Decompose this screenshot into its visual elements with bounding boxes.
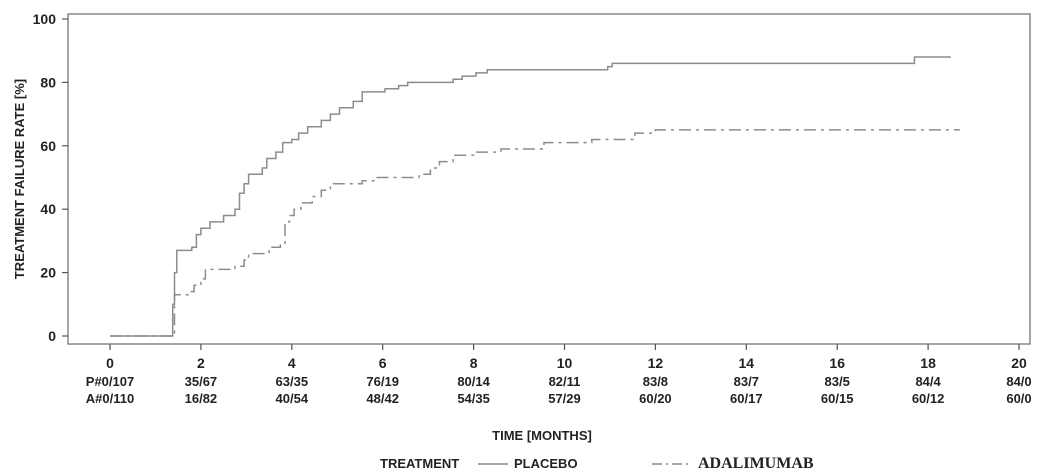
y-axis-ticks: 0 20 40 60 80 100 bbox=[33, 11, 68, 344]
legend-title: TREATMENT bbox=[380, 456, 459, 471]
y-axis-title: TREATMENT FAILURE RATE [%] bbox=[12, 79, 27, 279]
x-tick-label: 10 bbox=[557, 355, 573, 371]
x-axis-title: TIME [MONTHS] bbox=[492, 428, 592, 443]
legend: TREATMENT PLACEBO ADALIMUMAB bbox=[380, 455, 814, 472]
y-tick-label: 100 bbox=[33, 11, 57, 27]
series-layer bbox=[110, 56, 960, 337]
y-tick-label: 80 bbox=[40, 74, 56, 90]
risk-cell: 48/42 bbox=[366, 391, 399, 406]
risk-cell: 57/29 bbox=[548, 391, 581, 406]
risk-cell: 82/11 bbox=[549, 374, 581, 389]
y-tick-label: 20 bbox=[40, 265, 56, 281]
x-tick-label: 8 bbox=[470, 355, 478, 371]
x-tick-label: 6 bbox=[379, 355, 387, 371]
series-line-adalimumab bbox=[110, 129, 960, 337]
x-tick-label: 18 bbox=[920, 355, 936, 371]
y-tick-label: 40 bbox=[40, 201, 56, 217]
risk-cell: 54/35 bbox=[457, 391, 490, 406]
risk-cell: 83/8 bbox=[643, 374, 668, 389]
risk-cell: 60/17 bbox=[730, 391, 763, 406]
risk-cell: 60/20 bbox=[639, 391, 672, 406]
y-tick-label: 0 bbox=[48, 328, 56, 344]
risk-row-label: A#0/110 bbox=[86, 391, 134, 406]
plot-frame bbox=[67, 13, 1031, 345]
risk-cell: 80/14 bbox=[457, 374, 490, 389]
risk-cell: 35/67 bbox=[185, 374, 218, 389]
risk-cell: 84/4 bbox=[915, 374, 941, 389]
x-axis-ticks: 0 2 4 6 8 10 12 14 16 18 20 bbox=[106, 344, 1027, 371]
x-tick-label: 4 bbox=[288, 355, 296, 371]
risk-table: P#0/107 35/67 63/35 76/19 80/14 82/11 83/8 83/7… bbox=[86, 374, 1032, 406]
x-tick-label: 2 bbox=[197, 355, 205, 371]
risk-cell: 63/35 bbox=[276, 374, 309, 389]
series-line-placebo bbox=[110, 56, 951, 337]
legend-entry-placebo: PLACEBO bbox=[514, 456, 578, 471]
risk-cell: 16/82 bbox=[185, 391, 218, 406]
x-tick-label: 14 bbox=[739, 355, 755, 371]
x-tick-label: 12 bbox=[648, 355, 664, 371]
x-tick-label: 0 bbox=[106, 355, 114, 371]
risk-cell: 83/7 bbox=[734, 374, 759, 389]
risk-cell: 60/15 bbox=[821, 391, 854, 406]
risk-row-label: P#0/107 bbox=[86, 374, 134, 389]
legend-entry-adalimumab: ADALIMUMAB bbox=[698, 455, 814, 472]
risk-cell: 76/19 bbox=[366, 374, 399, 389]
risk-cell: 60/0 bbox=[1006, 391, 1031, 406]
x-tick-label: 20 bbox=[1011, 355, 1027, 371]
risk-cell: 84/0 bbox=[1006, 374, 1031, 389]
risk-cell: 40/54 bbox=[276, 391, 309, 406]
risk-cell: 83/5 bbox=[825, 374, 850, 389]
risk-cell: 60/12 bbox=[912, 391, 945, 406]
x-tick-label: 16 bbox=[829, 355, 845, 371]
y-tick-label: 60 bbox=[40, 138, 56, 154]
